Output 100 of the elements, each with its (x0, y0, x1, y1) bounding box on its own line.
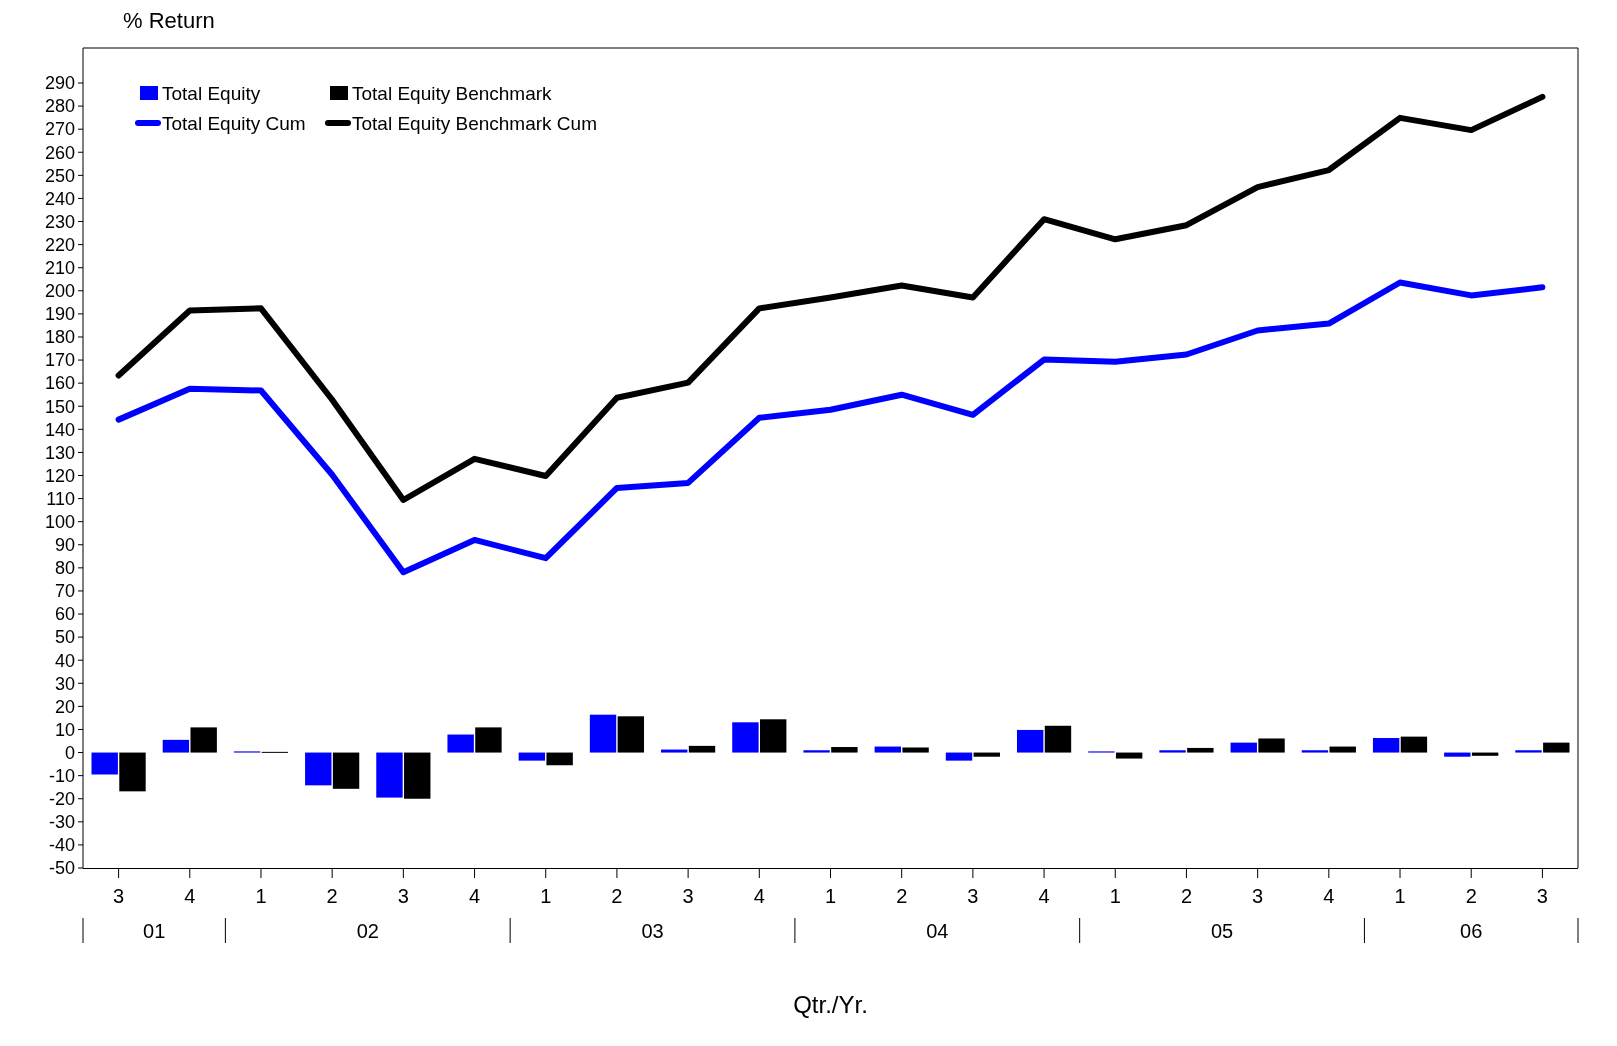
bar (1044, 725, 1072, 753)
bar (91, 752, 118, 775)
text: 01 (143, 920, 166, 942)
bar (305, 752, 332, 786)
y-tick-label: 60 (54, 604, 75, 625)
y-tick-label: -30 (48, 812, 75, 833)
bar (617, 716, 645, 753)
y-tick-label: 190 (44, 304, 75, 325)
bar (546, 752, 573, 766)
y-tick-label: 70 (54, 581, 75, 602)
bar (447, 734, 474, 753)
x-tick-label: 2 (896, 885, 908, 907)
bar (1301, 750, 1329, 753)
x-tick-label: 2 (1180, 885, 1193, 907)
x-tick-label: 3 (1252, 885, 1264, 907)
y-tick-label: 230 (44, 211, 75, 232)
x-tick-label: 2 (326, 885, 338, 907)
y-tick-label: 270 (44, 119, 75, 140)
bar (831, 747, 858, 753)
y-tick-label: 250 (44, 165, 75, 186)
bar (1258, 738, 1285, 753)
bar (1016, 729, 1044, 753)
y-axis-title: % Return (123, 8, 215, 33)
x-tick-label: 3 (682, 885, 694, 907)
y-tick-label: 0 (64, 742, 75, 763)
y-tick-label: 20 (54, 696, 75, 717)
bar (1159, 750, 1186, 753)
text: 03 (641, 920, 664, 942)
x-tick-label: 1 (540, 885, 552, 907)
text: 02 (356, 920, 379, 942)
y-tick-label: 150 (44, 396, 75, 417)
bar (1230, 742, 1257, 753)
y-tick-label: 260 (44, 142, 75, 163)
bar (874, 746, 901, 753)
x-tick-label: 1 (255, 885, 267, 907)
x-tick-label: 3 (113, 885, 125, 907)
x-tick-label: 1 (1109, 885, 1121, 907)
text: 05 (1210, 920, 1234, 942)
y-tick-label: 10 (54, 719, 75, 740)
y-tick-label: 200 (44, 281, 75, 302)
y-tick-label: 210 (44, 258, 75, 279)
y-tick-label: 220 (44, 234, 75, 255)
x-tick-label: 4 (753, 885, 765, 907)
y-tick-label: 30 (54, 673, 75, 694)
bar (803, 750, 830, 753)
bar (688, 745, 716, 753)
bar (1444, 752, 1471, 757)
bar (1515, 750, 1542, 753)
bar (1471, 752, 1499, 756)
y-tick-label: -50 (48, 858, 75, 879)
x-tick-label: 2 (1465, 885, 1477, 907)
y-tick-label: 80 (54, 558, 75, 579)
x-axis-title: Qtr./Yr. (793, 991, 868, 1018)
x-tick-label: 1 (1394, 885, 1406, 907)
bar (1543, 742, 1570, 753)
bar (1400, 736, 1428, 753)
x-tick-label: 4 (1323, 885, 1335, 907)
legend-label: Total Equity Cum (162, 112, 306, 134)
y-tick-label: 120 (44, 465, 75, 486)
bar (1187, 747, 1214, 753)
bar (1372, 738, 1400, 753)
y-tick-label: -40 (48, 835, 75, 856)
bar (190, 727, 217, 753)
y-tick-label: -20 (48, 789, 75, 810)
bar (332, 752, 360, 789)
y-tick-label: 90 (54, 535, 75, 556)
bar (661, 749, 688, 753)
y-tick-label: 40 (54, 650, 75, 671)
bar (475, 727, 502, 753)
x-tick-label: 3 (967, 885, 979, 907)
x-tick-label: 4 (468, 885, 481, 907)
x-tick-label: 1 (824, 885, 837, 907)
bar (1329, 746, 1356, 753)
y-tick-label: 170 (44, 350, 75, 371)
bar (902, 747, 929, 753)
bar (376, 752, 403, 798)
y-tick-label: 130 (44, 442, 75, 463)
y-tick-label: 160 (44, 373, 75, 394)
bar (973, 752, 1000, 757)
bar (589, 714, 617, 753)
bar (162, 739, 190, 753)
y-tick-label: 290 (44, 73, 75, 94)
x-tick-label: 3 (1536, 885, 1548, 907)
bar (732, 722, 759, 753)
bar (760, 719, 787, 753)
bar (1115, 752, 1143, 759)
x-tick-label: 2 (611, 885, 623, 907)
y-tick-label: 50 (54, 627, 75, 648)
y-tick-label: 140 (44, 419, 75, 440)
bar (518, 752, 546, 761)
bar (119, 752, 146, 792)
legend-label: Total Equity (162, 82, 261, 104)
text: 06 (1460, 920, 1483, 942)
y-tick-label: -10 (48, 765, 75, 786)
bar (404, 752, 431, 799)
legend-label: Total Equity Benchmark (352, 82, 553, 104)
y-tick-label: 100 (44, 511, 75, 532)
y-tick-label: 240 (44, 188, 75, 209)
text: 04 (926, 920, 949, 942)
y-tick-label: 280 (44, 96, 75, 117)
